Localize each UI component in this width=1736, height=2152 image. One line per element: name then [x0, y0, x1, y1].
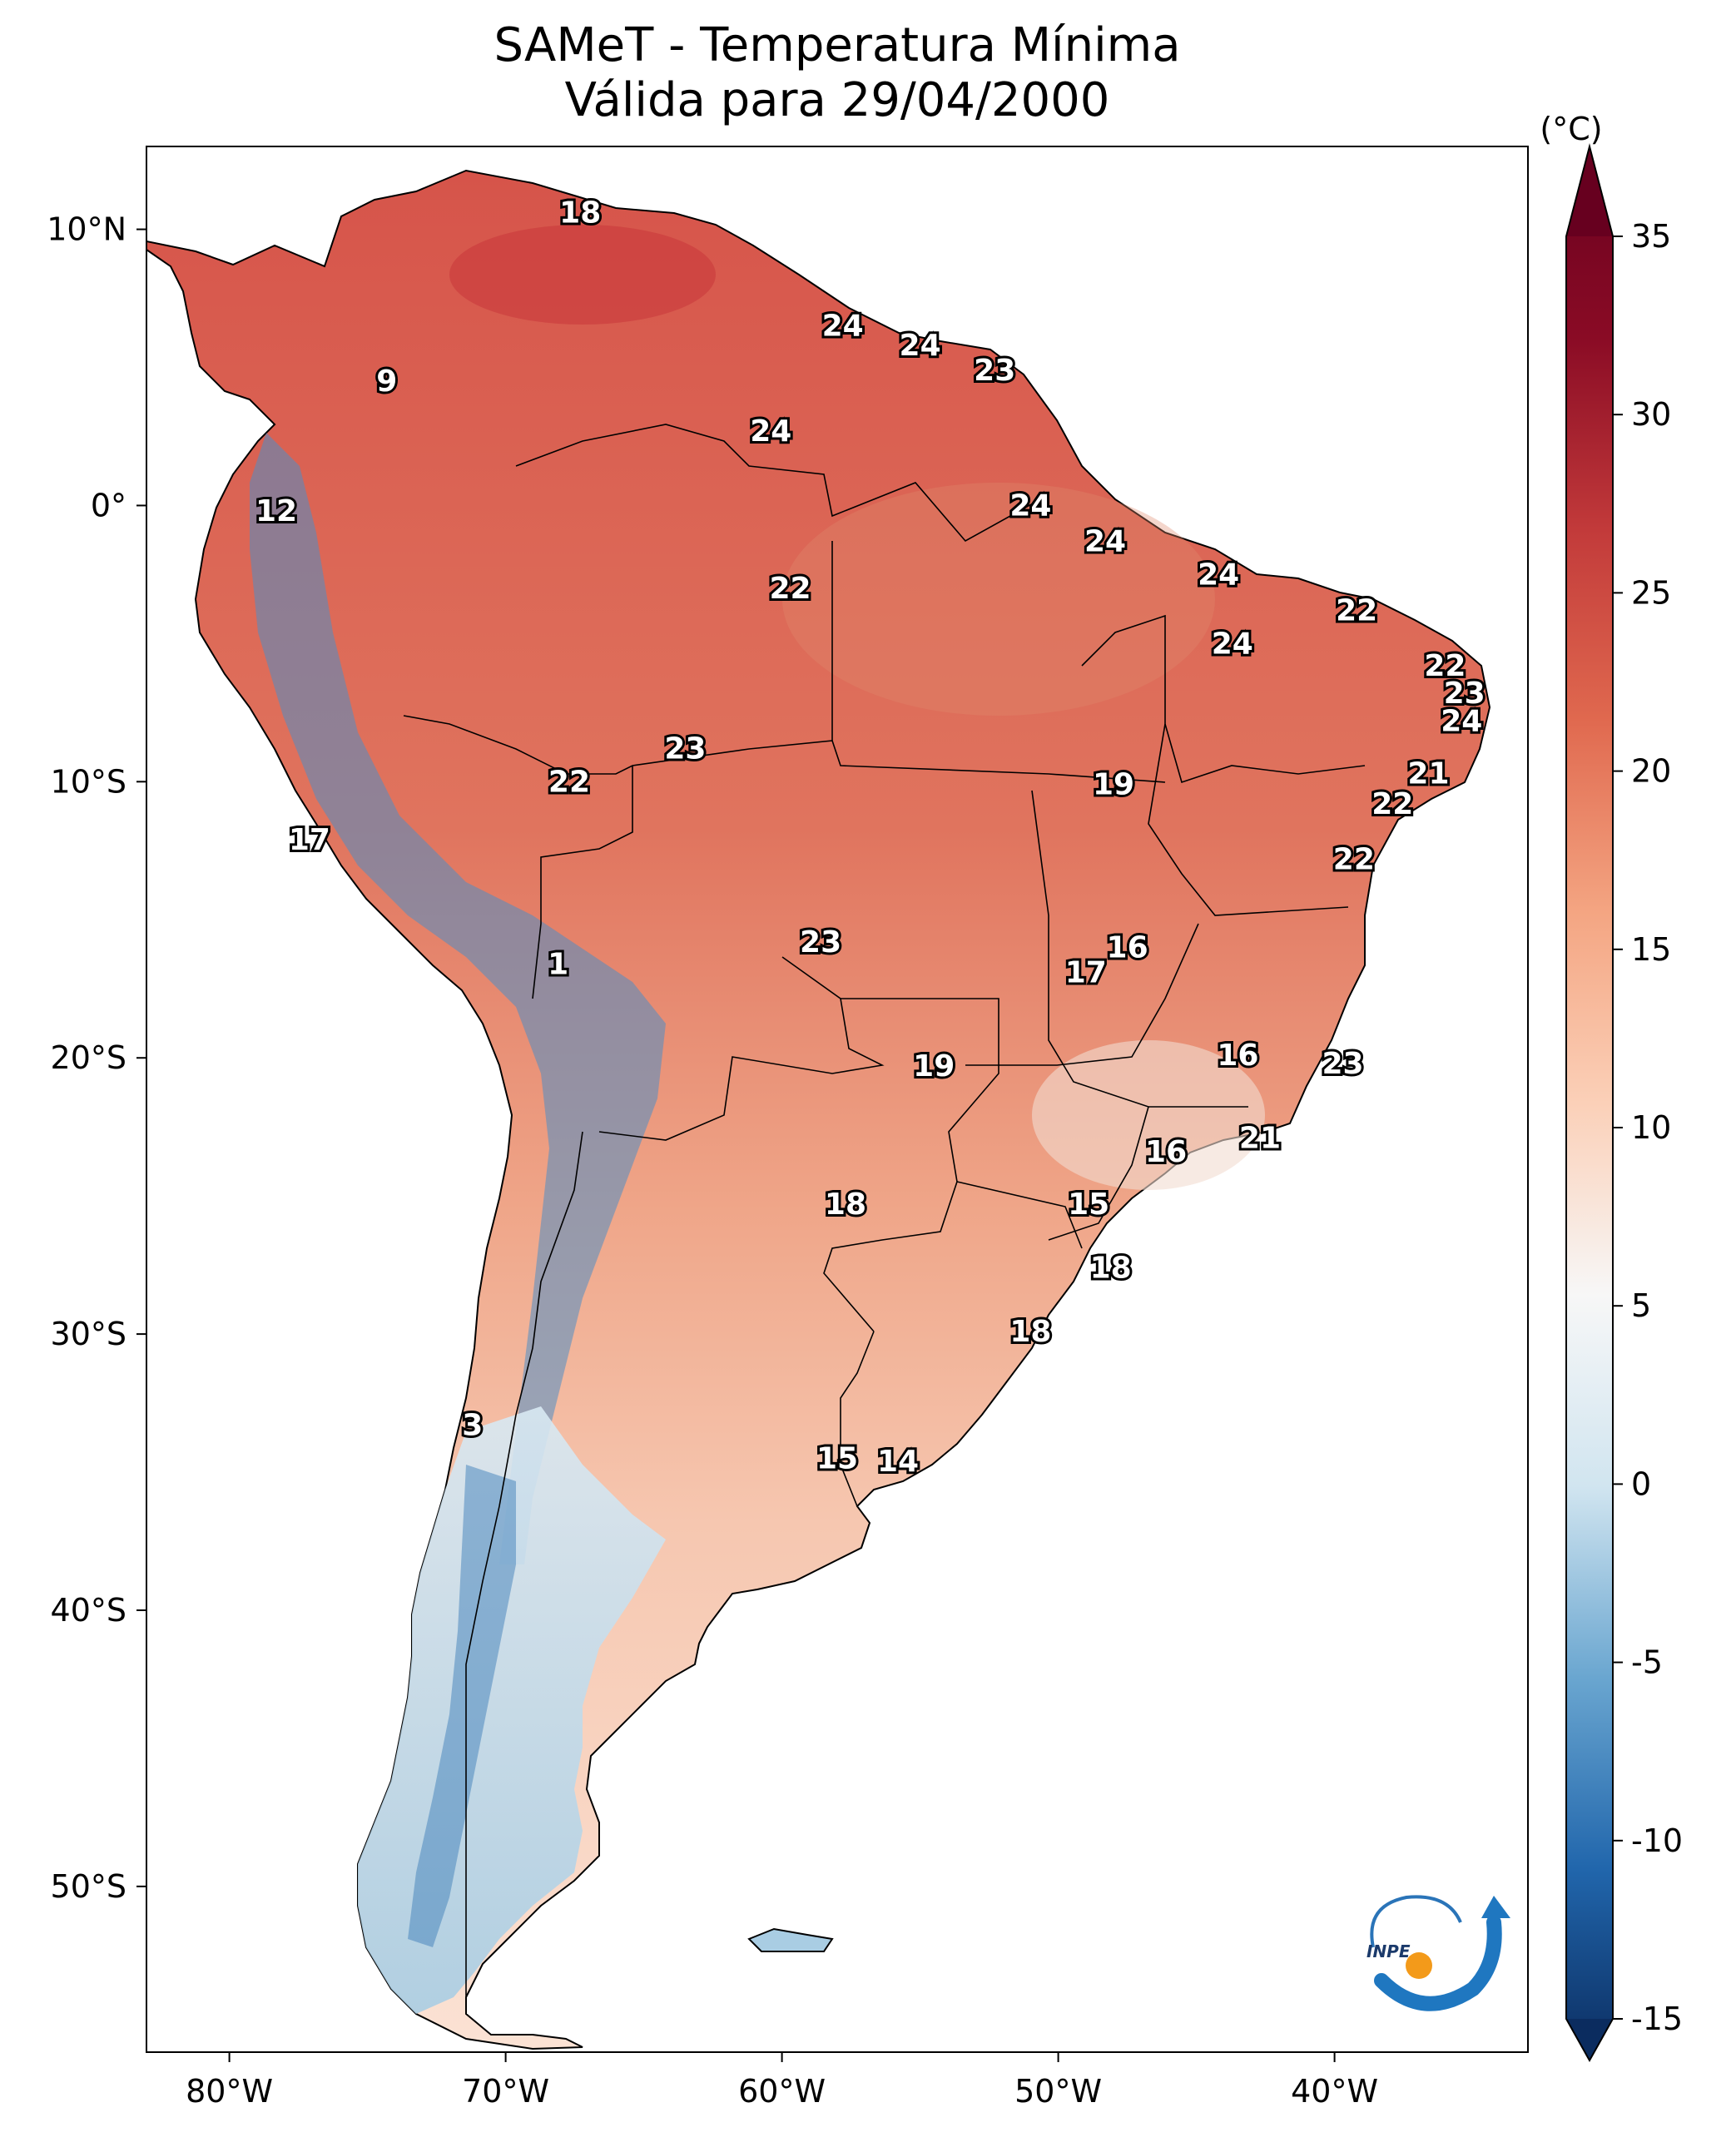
colorbar-unit: (°C): [1540, 111, 1602, 147]
lon-tick-label: 70°W: [462, 2073, 549, 2110]
temperature-label: 24: [1441, 704, 1482, 738]
colorbar: (°C) 35 30 25 20 15 10 5 0 -5 -10 -15: [1540, 111, 1683, 2063]
temperature-label: 1: [548, 947, 568, 981]
colorbar-tick-label: -10: [1631, 1822, 1683, 1859]
temperature-label: 22: [1336, 594, 1377, 628]
warm-region-central: [782, 483, 1215, 716]
lat-tick-label: 0°: [91, 487, 126, 523]
temperature-label: 16: [1145, 1135, 1187, 1169]
temperature-label: 24: [750, 414, 791, 449]
lon-tick-label: 50°W: [1014, 2073, 1102, 2110]
lat-tick-label: 20°S: [51, 1039, 126, 1076]
temperature-label: 16: [1217, 1039, 1258, 1073]
colorbar-tick-label: 15: [1631, 931, 1671, 968]
map-title: SAMeT - Temperatura Mínima Válida para 2…: [146, 18, 1528, 128]
temperature-label: 24: [1198, 558, 1239, 592]
temperature-label: 21: [1239, 1121, 1281, 1155]
colorbar-tick-label: 30: [1631, 396, 1671, 433]
colorbar-min-extension: [1566, 2019, 1613, 2060]
colorbar-tick-label: 0: [1631, 1465, 1651, 1502]
temperature-label: 24: [822, 310, 864, 344]
logo-arc-icon: [1370, 1895, 1462, 1948]
latitude-axis: 10°N 0° 10°S 20°S 30°S 40°S 50°S: [47, 211, 146, 1905]
lon-tick-label: 40°W: [1291, 2073, 1378, 2110]
logo-arrow-icon: [1481, 1896, 1510, 1918]
title-line-2: Válida para 29/04/2000: [564, 73, 1110, 127]
temperature-label: 18: [825, 1188, 866, 1222]
cool-highland-southeast: [1032, 1040, 1265, 1190]
continent-layer: [146, 169, 1491, 2050]
lat-tick-label: 10°S: [51, 763, 126, 800]
temperature-label: 22: [1424, 649, 1466, 683]
logo-swoosh-icon: [1374, 1915, 1502, 2011]
temperature-label: 18: [1090, 1251, 1132, 1285]
temperature-label: 22: [1333, 842, 1375, 876]
temperature-label: 24: [1084, 525, 1126, 559]
temperature-label: 23: [664, 732, 706, 766]
temperature-label: 18: [1009, 1315, 1051, 1349]
patagonia-deep-cold: [408, 1465, 516, 1947]
falkland-islands: [747, 1927, 834, 1952]
lat-tick-label: 50°S: [51, 1868, 126, 1905]
colorbar-tick-label: 10: [1631, 1109, 1671, 1146]
temperature-label: 24: [1212, 627, 1253, 661]
lat-tick-label: 40°S: [51, 1592, 126, 1629]
lat-tick-label: 10°N: [47, 211, 126, 248]
logo-text: INPE: [1366, 1941, 1411, 1961]
temperature-label: 3: [462, 1409, 483, 1443]
lat-tick-label: 30°S: [51, 1316, 126, 1352]
temperature-label: 12: [255, 494, 297, 528]
longitude-axis: 80°W 70°W 60°W 50°W 40°W: [186, 2052, 1378, 2110]
temperature-label: 23: [800, 925, 841, 959]
colorbar-max-extension: [1566, 146, 1613, 236]
colorbar-tick-label: -15: [1631, 2001, 1683, 2037]
temperature-label: 21: [1407, 756, 1449, 791]
temperature-label: 19: [1093, 768, 1134, 802]
temperature-label: 17: [1065, 955, 1107, 989]
temperature-label: 9: [376, 364, 397, 399]
warm-region-north: [449, 225, 716, 325]
temperature-label: 24: [1009, 488, 1051, 523]
temperature-label: 24: [900, 329, 941, 363]
temperature-label: 22: [548, 765, 590, 799]
inpe-logo: INPE: [1366, 1895, 1510, 2011]
temperature-label: 22: [770, 572, 811, 606]
logo-sun-icon: [1406, 1952, 1432, 1979]
colorbar-tick-label: 25: [1631, 574, 1671, 611]
title-line-1: SAMeT - Temperatura Mínima: [494, 18, 1181, 72]
colorbar-ticks: 35 30 25 20 15 10 5 0 -5 -10 -15: [1613, 218, 1683, 2037]
temperature-label: 16: [1107, 930, 1148, 964]
lon-tick-label: 60°W: [738, 2073, 826, 2110]
country-borders: [403, 424, 1366, 2014]
temperature-label: 17: [289, 823, 330, 857]
colorbar-tick-label: 5: [1631, 1287, 1651, 1324]
temperature-label: 15: [1068, 1188, 1109, 1222]
map-border: [146, 146, 1529, 2053]
colorbar-tick-label: 20: [1631, 753, 1671, 790]
temperature-label: 22: [1371, 787, 1413, 821]
andes-cold-region: [250, 433, 666, 1564]
colorbar-gradient: [1566, 146, 1613, 2060]
temperature-label: 23: [1322, 1047, 1364, 1081]
lon-tick-label: 80°W: [186, 2073, 273, 2110]
temperature-label: 18: [559, 196, 601, 231]
temperature-label: 23: [974, 354, 1015, 388]
temperature-label: 19: [913, 1049, 955, 1083]
temperature-label: 15: [816, 1441, 858, 1475]
temperature-label: 14: [877, 1445, 919, 1479]
colorbar-tick-label: 35: [1631, 218, 1671, 255]
colorbar-tick-label: -5: [1631, 1644, 1663, 1681]
temperature-label: 23: [1444, 677, 1486, 711]
